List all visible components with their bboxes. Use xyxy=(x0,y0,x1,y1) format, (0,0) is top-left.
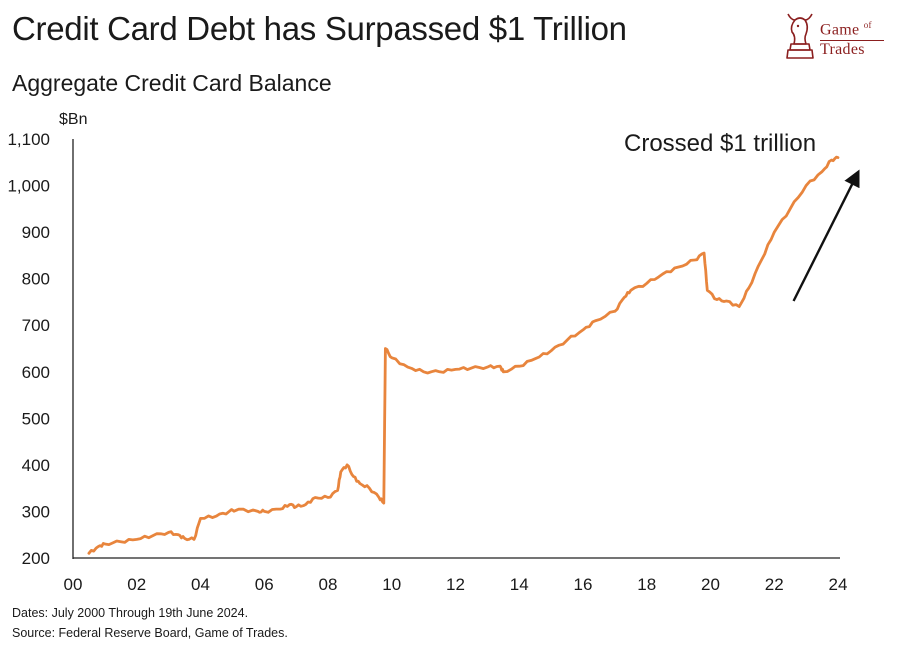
x-tick-label: 02 xyxy=(127,575,146,594)
x-tick-label: 18 xyxy=(637,575,656,594)
y-tick-label: 300 xyxy=(22,502,50,521)
chart-subtitle: Aggregate Credit Card Balance xyxy=(12,70,332,96)
y-tick-label: 1,000 xyxy=(7,177,50,196)
bull-knight-chess-icon xyxy=(786,13,814,59)
x-tick-label: 06 xyxy=(255,575,274,594)
y-tick-label: 200 xyxy=(22,549,50,568)
y-tick-label: 900 xyxy=(22,223,50,242)
series-line xyxy=(87,155,840,555)
x-tick-label: 04 xyxy=(191,575,210,594)
x-tick-label: 20 xyxy=(701,575,720,594)
source-note: Source: Federal Reserve Board, Game of T… xyxy=(12,626,288,640)
x-tick-label: 14 xyxy=(510,575,529,594)
logo-word-trades: Trades xyxy=(820,41,865,59)
logo-word-game: Game xyxy=(820,21,860,39)
dates-note: Dates: July 2000 Through 19th June 2024. xyxy=(12,606,249,620)
annotation-arrow xyxy=(792,169,860,302)
y-tick-label: 1,100 xyxy=(7,130,50,149)
x-tick-label: 12 xyxy=(446,575,465,594)
x-tick-label: 08 xyxy=(319,575,338,594)
brand-logo: Game of Trades xyxy=(780,6,890,64)
x-tick-label: 16 xyxy=(574,575,593,594)
y-axis-unit-label: $Bn xyxy=(59,111,87,128)
page-title: Credit Card Debt has Surpassed $1 Trilli… xyxy=(12,10,627,47)
x-tick-label: 24 xyxy=(829,575,848,594)
y-tick-label: 600 xyxy=(22,363,50,382)
y-tick-label: 700 xyxy=(22,316,50,335)
x-tick-label: 10 xyxy=(382,575,401,594)
y-tick-label: 400 xyxy=(22,456,50,475)
y-tick-label: 500 xyxy=(22,409,50,428)
annotation-label: Crossed $1 trillion xyxy=(624,130,816,157)
x-tick-label: 00 xyxy=(64,575,83,594)
logo-word-of: of xyxy=(863,20,872,30)
y-tick-label: 800 xyxy=(22,270,50,289)
x-tick-label: 22 xyxy=(765,575,784,594)
